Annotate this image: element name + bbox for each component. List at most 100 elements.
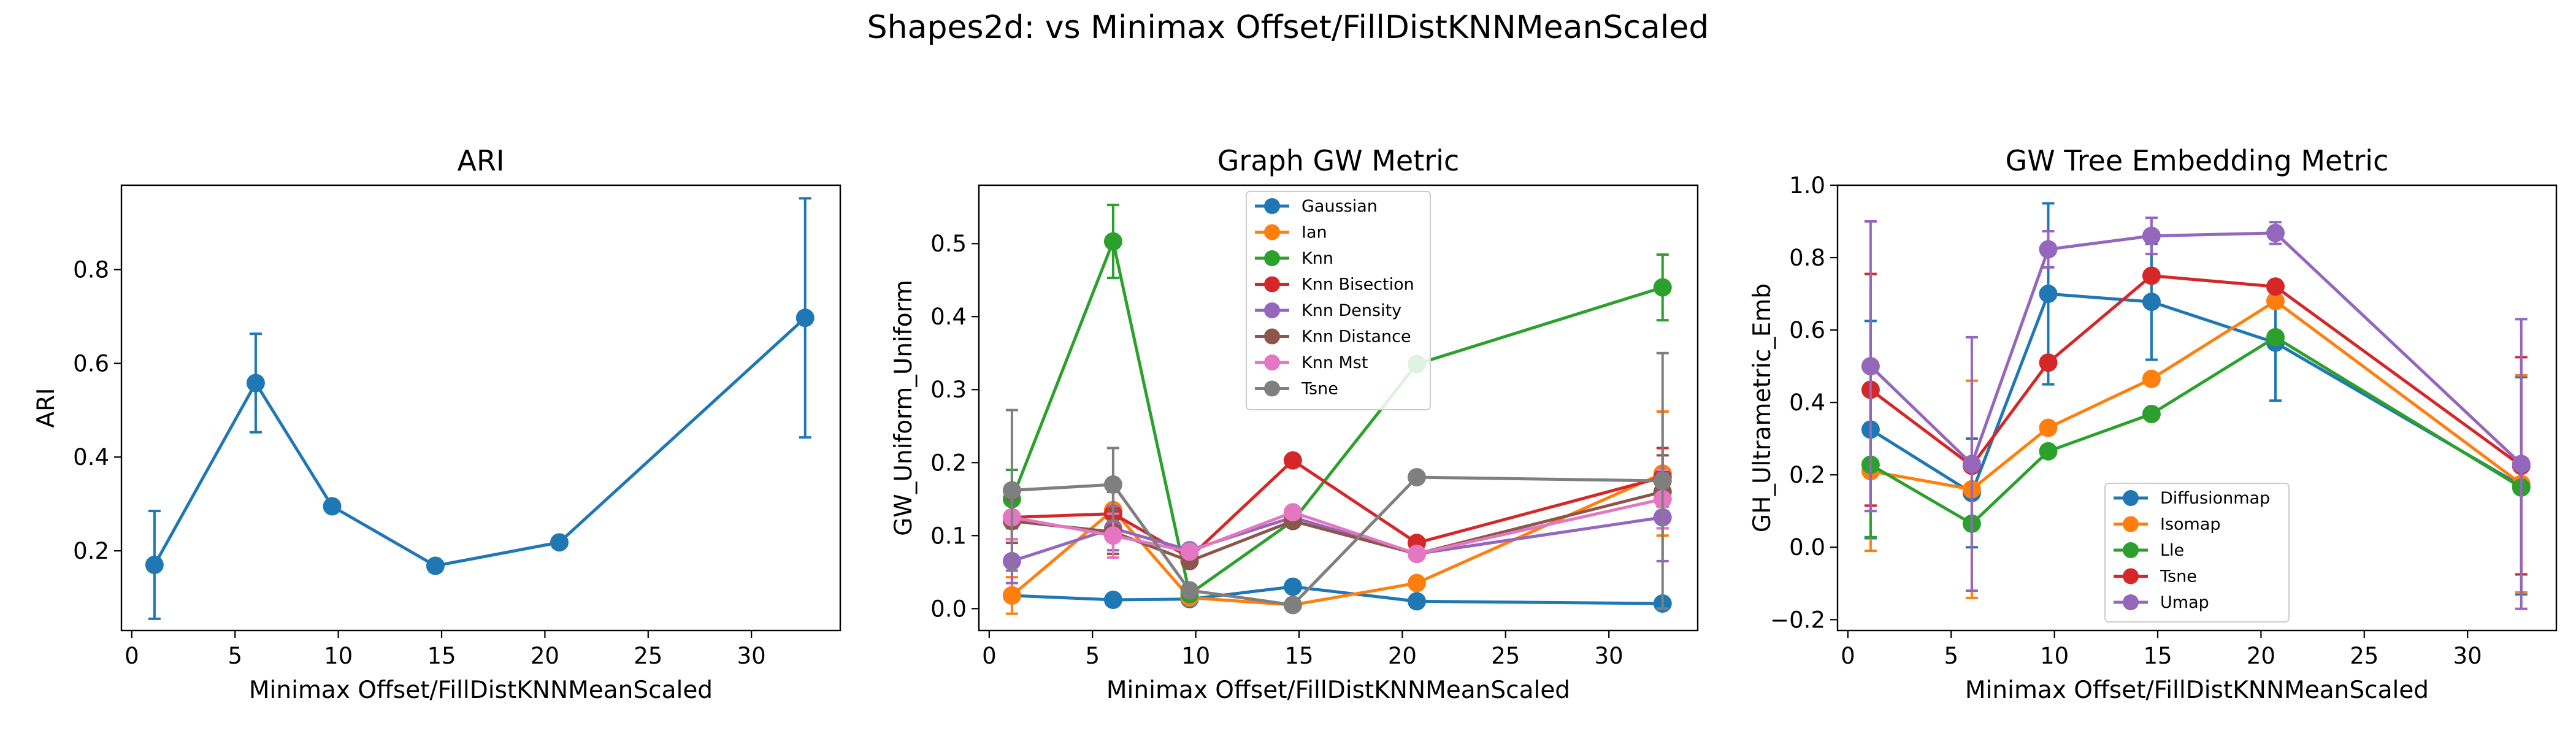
series-gaussian	[1002, 577, 1672, 613]
legend-marker	[2123, 594, 2139, 610]
legend-label: Knn Mst	[1301, 353, 1368, 372]
x-axis-label: Minimax Offset/FillDistKNNMeanScaled	[1965, 677, 2429, 704]
legend-item: Diffusionmap	[2114, 489, 2270, 508]
y-tick-label: 0.6	[73, 350, 109, 377]
data-point	[2266, 277, 2285, 296]
legend-label: Knn Distance	[1301, 328, 1411, 347]
data-point	[2266, 223, 2285, 242]
x-tick-label: 25	[2350, 643, 2379, 669]
legend-marker	[1264, 224, 1280, 240]
legend-label: Ian	[1301, 223, 1327, 242]
data-point	[2266, 291, 2285, 310]
data-point	[2266, 328, 2285, 347]
series-line	[1011, 475, 1663, 607]
legend-marker	[1264, 355, 1280, 370]
legend-marker	[1264, 198, 1280, 214]
y-tick-label: 0.3	[930, 377, 967, 403]
subplot-1: ARI 0 5 10 15 20 25 30 0.2 0.4 0.6 0.8 Minimax Offse…	[33, 144, 841, 704]
x-tick-label: 0	[125, 643, 139, 669]
legend-item: Tsne	[1255, 380, 1338, 399]
legend-label: Isomap	[2160, 515, 2221, 534]
legend-item: Knn Bisection	[1255, 275, 1414, 294]
data-point	[2039, 442, 2058, 461]
data-point	[1653, 278, 1672, 297]
subplot-title: Graph GW Metric	[1217, 144, 1459, 177]
data-point	[1653, 472, 1672, 491]
y-axis-label: ARI	[33, 388, 60, 427]
data-point	[145, 556, 164, 575]
data-point	[1407, 573, 1426, 592]
y-tick-label: 0.4	[1789, 389, 1825, 416]
data-point	[2142, 293, 2161, 312]
y-tick-label: −0.2	[1770, 607, 1825, 633]
x-tick-label: 15	[427, 643, 456, 669]
series-tsne	[1002, 351, 1672, 615]
legend-label: Tsne	[2160, 567, 2197, 586]
legend-marker	[1264, 328, 1280, 345]
legend-item: Knn Density	[1255, 301, 1401, 320]
data-point	[2142, 369, 2161, 388]
data-point	[2142, 405, 2161, 424]
x-tick-label: 0	[982, 643, 997, 669]
data-point	[1407, 468, 1426, 487]
data-point	[1407, 545, 1426, 564]
series-line	[1011, 472, 1663, 607]
axes-frame	[1836, 184, 2558, 632]
legend-item: Knn Distance	[1255, 328, 1411, 347]
y-axis-label: GW_Uniform_Uniform	[890, 280, 918, 536]
x-tick-label: 10	[1181, 643, 1210, 669]
data-point	[426, 556, 445, 575]
data-point	[2142, 266, 2161, 285]
data-point	[1002, 586, 1021, 605]
x-tick-label: 30	[737, 643, 766, 669]
data-point	[1180, 581, 1199, 600]
x-tick-label: 0	[1841, 643, 1855, 669]
legend-marker	[1264, 302, 1280, 318]
legend-box	[1246, 191, 1431, 410]
data-point	[1861, 357, 1880, 376]
data-point	[2039, 285, 2058, 304]
x-tick-label: 25	[1491, 643, 1520, 669]
data-point	[1962, 454, 1981, 473]
subplots: ARI 0 5 10 15 20 25 30 0.2 0.4 0.6 0.8 Minimax Offse…	[33, 144, 2558, 704]
data-point	[1103, 232, 1122, 251]
legend-item: Tsne	[2114, 567, 2197, 586]
series-line	[1869, 335, 2523, 526]
y-tick-label: 0.2	[73, 538, 109, 564]
legend-marker	[2123, 490, 2139, 506]
x-tick-label: 30	[1595, 643, 1623, 669]
series-line	[1011, 585, 1663, 605]
data-point	[1180, 542, 1199, 561]
legend-marker	[1264, 276, 1280, 293]
subplot-title: ARI	[458, 144, 505, 177]
legend-item: Gaussian	[1255, 197, 1378, 216]
x-tick-label: 15	[2143, 643, 2172, 669]
legend-label: Knn Bisection	[1301, 275, 1414, 294]
series-line	[1011, 497, 1663, 556]
data-point	[2039, 353, 2058, 372]
legend-item: Isomap	[2114, 515, 2221, 534]
x-tick-label: 25	[634, 643, 662, 669]
data-point	[550, 533, 569, 552]
data-point	[1283, 503, 1302, 522]
legend-marker	[1264, 250, 1280, 266]
y-tick-label: 0.8	[73, 257, 109, 283]
x-tick-label: 5	[1085, 643, 1100, 669]
series-line	[1011, 459, 1663, 559]
y-tick-label: 0.5	[930, 231, 967, 257]
data-point	[1283, 596, 1302, 615]
data-point	[2039, 418, 2058, 437]
x-tick-label: 20	[2247, 643, 2275, 669]
figure-suptitle: Shapes2d: vs Minimax Offset/FillDistKNNM…	[867, 9, 1709, 46]
x-tick-label: 20	[1388, 643, 1417, 669]
axes-frame	[120, 184, 841, 632]
y-tick-label: 0.2	[1789, 462, 1825, 488]
legend-item: Knn	[1255, 249, 1333, 268]
subplot-2: Graph GW Metric 0 5 10 15 20 25 30 0.0 0.1 0.2 0.3 0…	[890, 144, 1699, 704]
legend-label: Knn Density	[1301, 301, 1401, 320]
data-point	[1002, 481, 1021, 500]
y-tick-label: 0.0	[930, 596, 967, 622]
series-line	[1869, 292, 2522, 495]
